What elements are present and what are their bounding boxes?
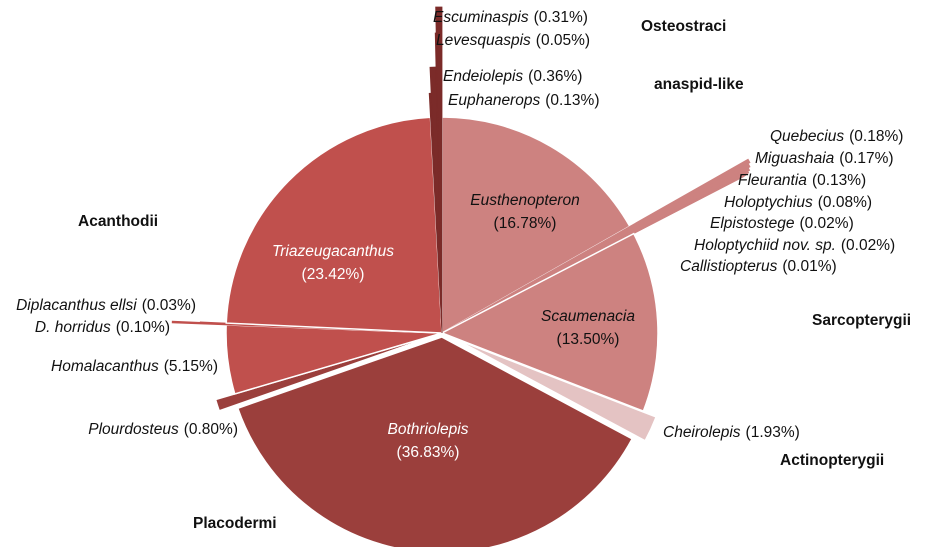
group-label: Sarcopterygii — [812, 312, 911, 329]
slice-value-label: (0.36%) — [528, 68, 582, 85]
slice-name: Levesquaspis — [436, 32, 531, 49]
slice-name: Callistiopterus — [680, 258, 778, 275]
slice-label: Escuminaspis (0.31%) — [433, 9, 588, 26]
slice-value-label: (0.02%) — [799, 215, 853, 232]
slice-label: Fleurantia (0.13%) — [738, 172, 866, 189]
slice-name: Bothriolepis — [388, 421, 469, 438]
slice-label: Eusthenopteron (16.78%) — [470, 192, 579, 232]
slice-name: Euphanerops — [448, 92, 540, 109]
group-label: Actinopterygii — [780, 452, 884, 469]
slice-label: Euphanerops (0.13%) — [448, 92, 600, 109]
pie-slice — [440, 232, 659, 413]
slice-name: Scaumenacia — [541, 308, 635, 325]
slice-label: Diplacanthus ellsi (0.03%) — [16, 297, 196, 314]
slice-value-label: (13.50%) — [557, 331, 620, 348]
pie-slice — [441, 116, 631, 335]
slice-name: Homalacanthus — [51, 358, 159, 375]
pie-slice — [441, 167, 751, 334]
slice-name: Eusthenopteron — [470, 192, 579, 209]
slice-label: Levesquaspis (0.05%) — [436, 32, 590, 49]
slice-value-label: (0.08%) — [818, 194, 872, 211]
slice-label: Endeiolepis (0.36%) — [443, 68, 582, 85]
slice-value-label: (0.31%) — [534, 9, 588, 26]
slice-value-label: (0.01%) — [782, 258, 836, 275]
slice-label: Plourdosteus (0.80%) — [88, 421, 238, 438]
slice-value-label: (1.93%) — [746, 424, 800, 441]
slice-label: Cheirolepis (1.93%) — [663, 424, 800, 441]
group-label: Osteostraci — [641, 18, 726, 35]
slice-value-label: (5.15%) — [164, 358, 218, 375]
slice-label: Holoptychiid nov. sp. (0.02%) — [694, 237, 895, 254]
slice-label: Quebecius (0.18%) — [770, 128, 903, 145]
pie-slice — [454, 338, 658, 442]
slice-name: Plourdosteus — [88, 421, 179, 438]
slice-name: Endeiolepis — [443, 68, 523, 85]
group-label: Acanthodii — [78, 213, 158, 230]
pie-slice — [441, 163, 751, 334]
slice-value-label: (0.80%) — [184, 421, 238, 438]
slice-name: Miguashaia — [755, 150, 835, 167]
slice-label: Holoptychius (0.08%) — [724, 194, 872, 211]
slice-value-label: (0.05%) — [536, 32, 590, 49]
slice-label: Triazeugacanthus (23.42%) — [272, 243, 394, 283]
slice-label: Miguashaia (0.17%) — [755, 150, 894, 167]
slice-value-label: (36.83%) — [397, 444, 460, 461]
pie-slice — [214, 332, 443, 412]
slice-value-label: (0.13%) — [545, 92, 599, 109]
slice-value-label: (0.13%) — [812, 172, 866, 189]
slice-name: Holoptychius — [724, 194, 813, 211]
slice-name: Cheirolepis — [663, 424, 741, 441]
slice-label: Scaumenacia (13.50%) — [541, 308, 635, 348]
slice-value-label: (0.10%) — [116, 319, 170, 336]
pie-slice — [225, 116, 443, 334]
slice-name: D. horridus — [35, 319, 111, 336]
pie-slice — [236, 336, 634, 547]
slice-label: Callistiopterus (0.01%) — [680, 258, 837, 275]
slice-label: Homalacanthus (5.15%) — [51, 358, 218, 375]
slice-value-label: (16.78%) — [494, 215, 557, 232]
slice-name: Holoptychiid nov. sp. — [694, 237, 836, 254]
slice-label: Bothriolepis (36.83%) — [388, 421, 469, 461]
slice-value-label: (23.42%) — [302, 266, 365, 283]
slice-name: Triazeugacanthus — [272, 243, 394, 260]
slice-value-label: (0.03%) — [142, 297, 196, 314]
pie-slice — [435, 6, 443, 334]
slice-name: Diplacanthus ellsi — [16, 297, 137, 314]
slice-value-label: (0.17%) — [839, 150, 893, 167]
slice-label: D. horridus (0.10%) — [35, 319, 170, 336]
slice-name: Elpistostege — [710, 215, 795, 232]
slice-name: Fleurantia — [738, 172, 807, 189]
slice-value-label: (0.02%) — [841, 237, 895, 254]
slice-name: Quebecius — [770, 128, 844, 145]
slice-value-label: (0.18%) — [849, 128, 903, 145]
slice-name: Escuminaspis — [433, 9, 529, 26]
pie-slice — [441, 158, 751, 334]
group-label: anaspid-like — [654, 76, 744, 93]
slice-label: Elpistostege (0.02%) — [710, 215, 854, 232]
group-label: Placodermi — [193, 515, 277, 532]
